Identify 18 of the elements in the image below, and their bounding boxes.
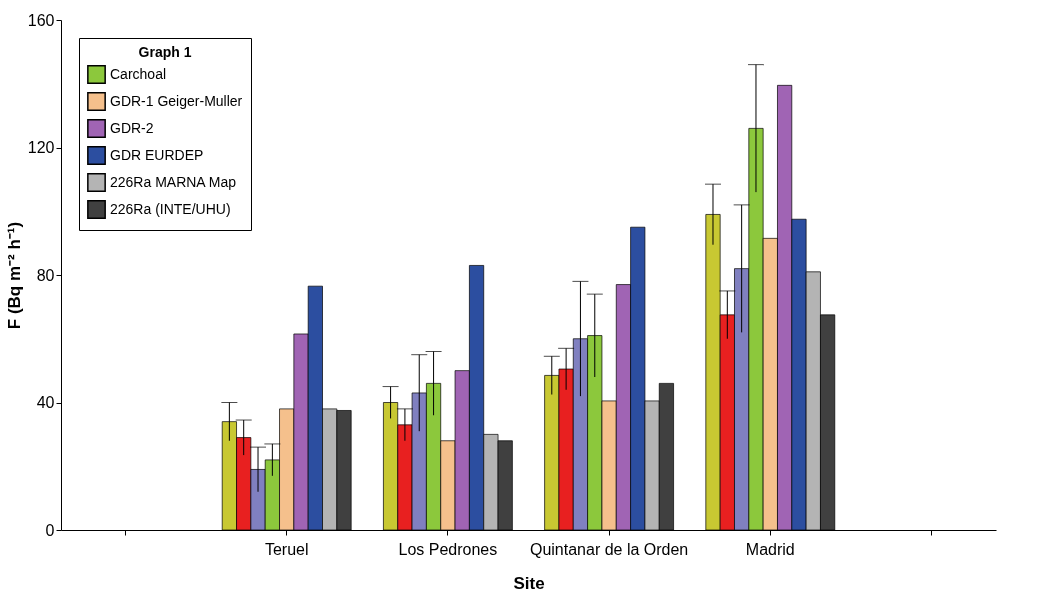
x-tick-label: Teruel bbox=[264, 540, 309, 558]
legend-label: 226Ra (INTE/UHU) bbox=[110, 200, 231, 217]
legend-label: GDR-2 bbox=[110, 119, 154, 136]
y-tick-label: 0 bbox=[45, 521, 55, 539]
y-tick-label: 160 bbox=[27, 11, 55, 29]
x-tick-label: Los Pedrones bbox=[398, 540, 498, 558]
x-axis-title: Site bbox=[513, 573, 545, 593]
y-tick-label: 120 bbox=[27, 139, 55, 156]
y-axis-title: F (Bq m⁻² h⁻¹) bbox=[4, 221, 24, 330]
legend-label: Carchoal bbox=[110, 65, 167, 82]
y-tick-label: 80 bbox=[36, 266, 55, 284]
y-tick-label: 40 bbox=[36, 394, 55, 411]
legend-title: Graph 1 bbox=[138, 44, 192, 60]
x-tick-label: Madrid bbox=[745, 540, 795, 558]
legend-label: GDR-1 Geiger-Muller bbox=[110, 92, 243, 109]
legend-label: 226Ra MARNA Map bbox=[110, 173, 237, 190]
legend-label: GDR EURDEP bbox=[110, 146, 204, 163]
x-tick-label: Quintanar de la Orden bbox=[529, 540, 689, 558]
